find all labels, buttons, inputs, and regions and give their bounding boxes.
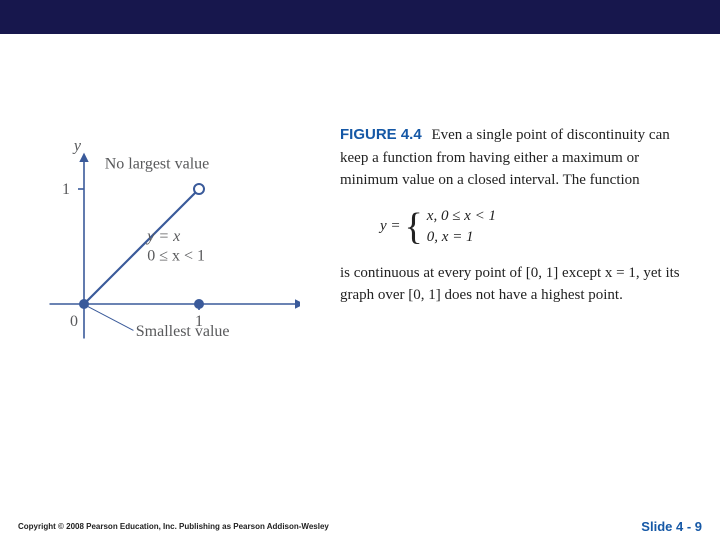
chart-svg: 110yxNo largest valueSmallest valuey = x… <box>40 84 300 364</box>
svg-text:y = x: y = x <box>145 228 180 245</box>
copyright-text: Copyright © 2008 Pearson Education, Inc.… <box>18 522 329 531</box>
svg-text:Smallest value: Smallest value <box>136 323 230 340</box>
eqn-brace: { <box>405 208 423 246</box>
eqn-row-1: x, 0 ≤ x < 1 <box>427 206 496 227</box>
svg-text:0 ≤ x < 1: 0 ≤ x < 1 <box>147 247 205 264</box>
caption-para-2: is continuous at every point of [0, 1] e… <box>340 262 680 307</box>
slide-content: 110yxNo largest valueSmallest valuey = x… <box>0 34 720 512</box>
figure-label: FIGURE 4.4 <box>340 126 422 143</box>
caption-para-1: FIGURE 4.4 Even a single point of discon… <box>340 124 680 192</box>
svg-text:No largest value: No largest value <box>105 155 210 172</box>
piecewise-equation: y = { x, 0 ≤ x < 1 0, x = 1 <box>380 206 680 248</box>
figure-chart: 110yxNo largest valueSmallest valuey = x… <box>40 84 300 344</box>
footer: Copyright © 2008 Pearson Education, Inc.… <box>0 512 720 540</box>
figure-caption: FIGURE 4.4 Even a single point of discon… <box>340 124 680 317</box>
slide-number: Slide 4 - 9 <box>641 519 702 534</box>
eqn-lhs: y = <box>380 215 401 238</box>
svg-text:0: 0 <box>70 313 78 330</box>
eqn-row-2: 0, x = 1 <box>427 227 496 248</box>
svg-text:y: y <box>72 138 82 155</box>
svg-text:1: 1 <box>62 181 70 198</box>
header-bar <box>0 0 720 34</box>
